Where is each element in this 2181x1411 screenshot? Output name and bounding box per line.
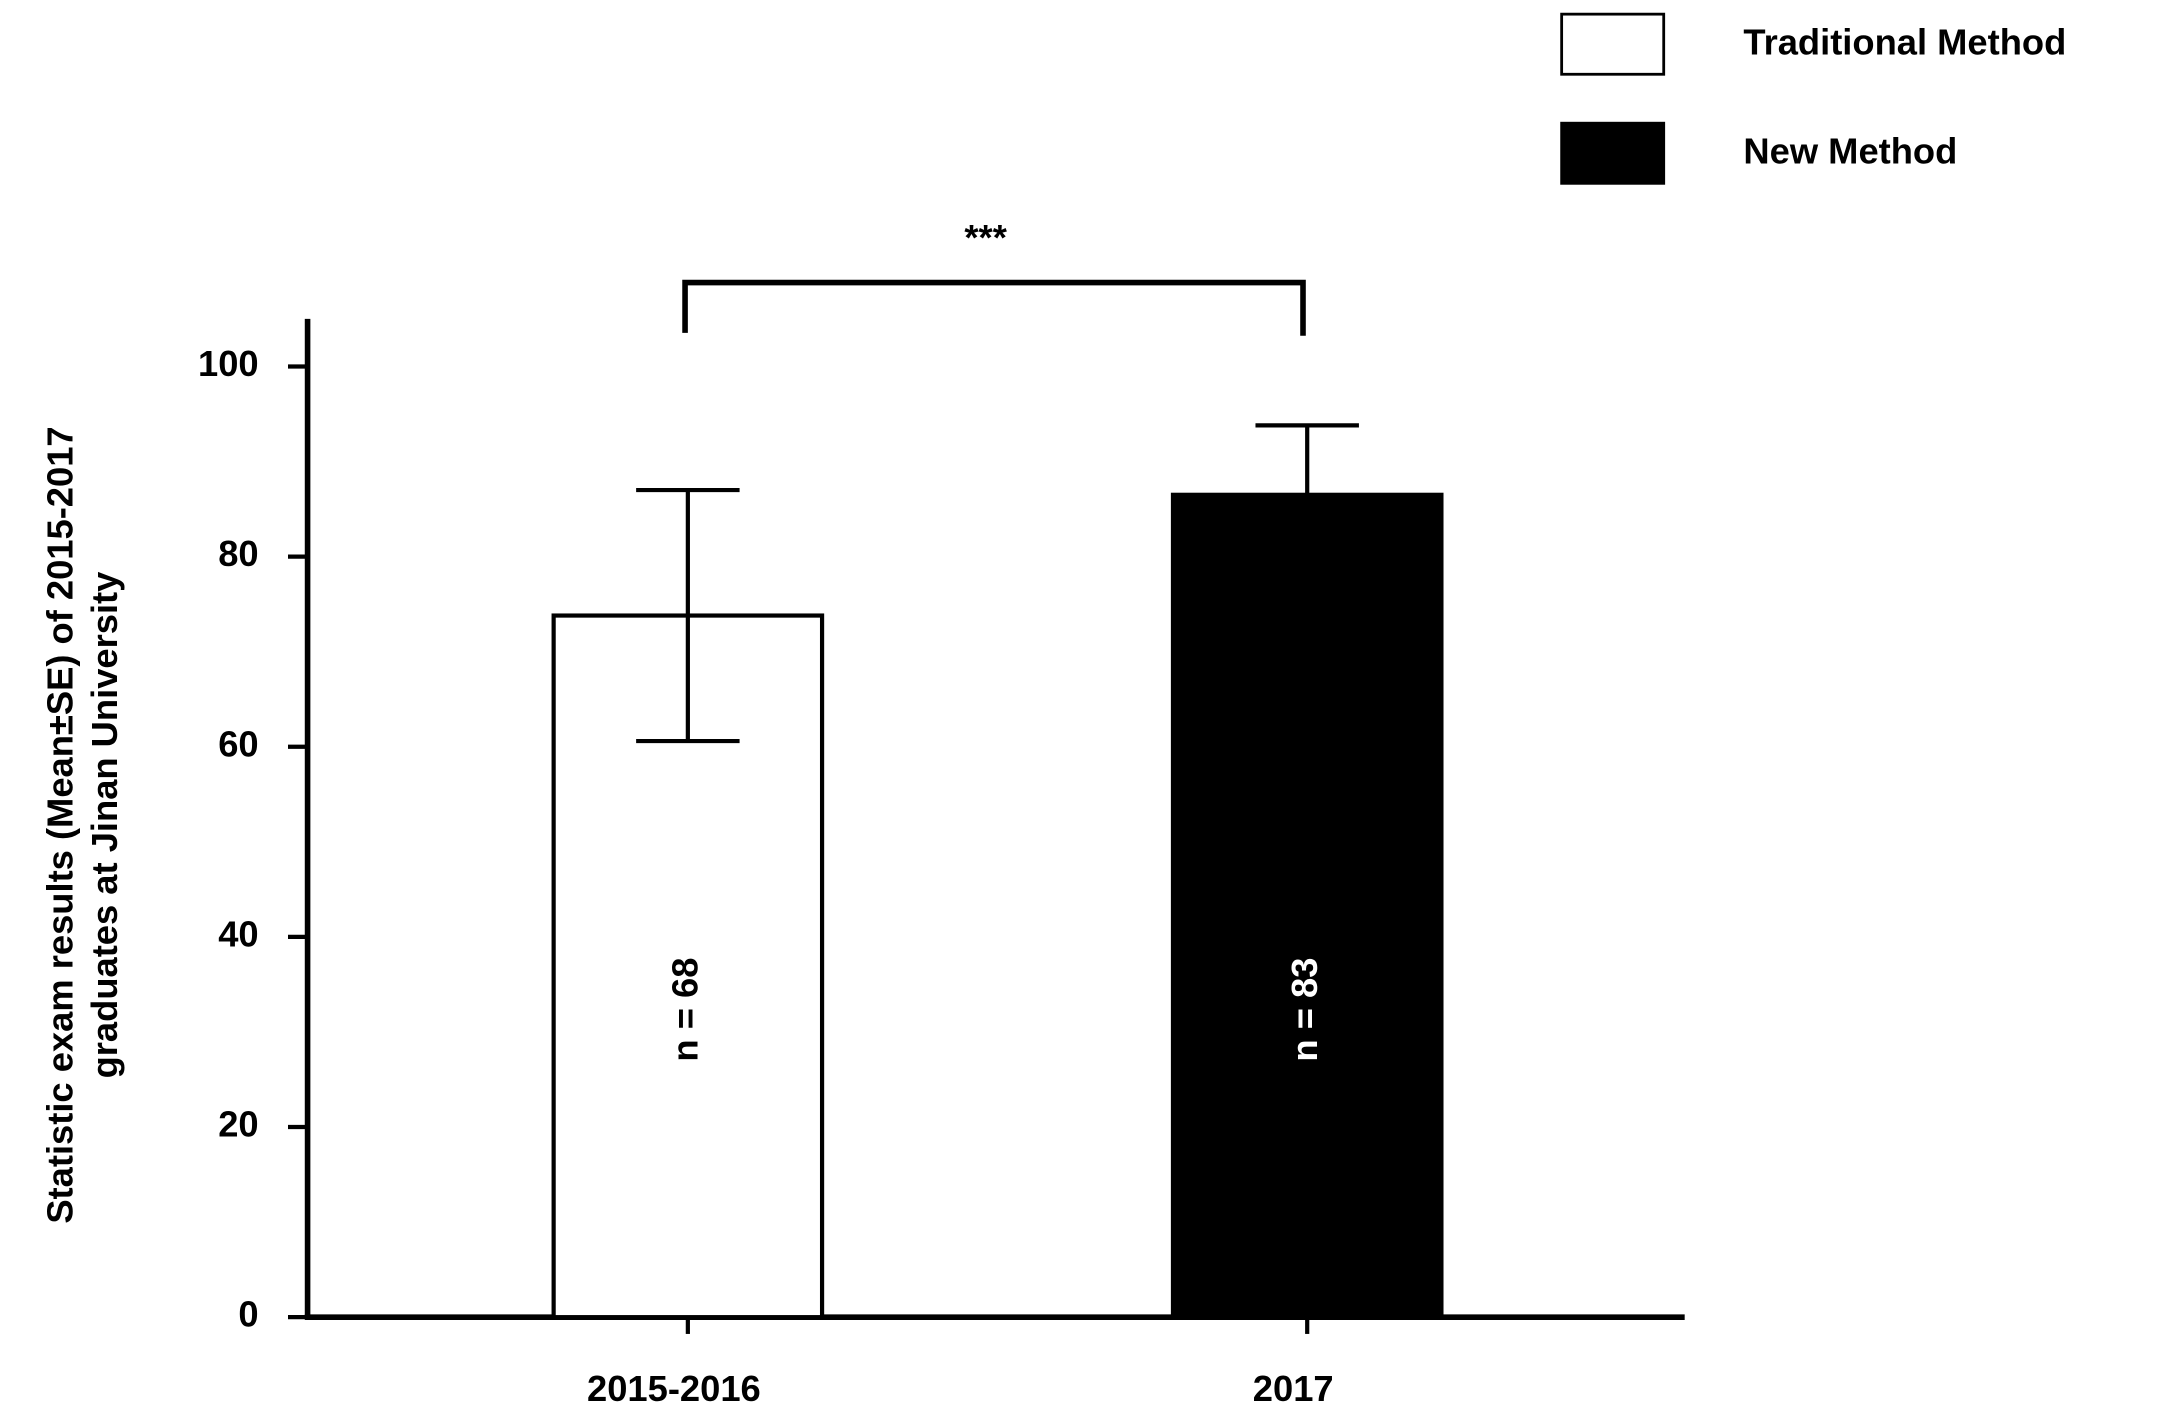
bar-label: n = 83	[1284, 958, 1325, 1062]
legend-swatch	[1560, 12, 1666, 76]
error-bar	[636, 487, 740, 744]
x-tick-label: 2017	[1253, 1368, 1334, 1409]
y-axis-label: graduates at Jinan University	[84, 571, 125, 1079]
bar-label: n = 68	[664, 958, 705, 1062]
y-tick-label: 20	[218, 1104, 258, 1145]
legend-label: New Method	[1743, 131, 1957, 172]
y-tick-label: 80	[218, 533, 258, 574]
legend-swatch	[1560, 121, 1666, 185]
significance-bracket	[682, 279, 1306, 336]
y-tick-label: 40	[218, 913, 258, 954]
significance: ***	[964, 217, 1007, 258]
y-tick-label: 60	[218, 723, 258, 764]
y-tick-label: 0	[238, 1294, 258, 1335]
y-axis-label: Statistic exam results (Mean±SE) of 2015…	[40, 426, 81, 1223]
x-tick-label: 2015-2016	[587, 1368, 761, 1409]
legend-label: Traditional Method	[1743, 22, 2066, 63]
y-tick-label: 100	[198, 343, 259, 384]
bar	[1170, 492, 1444, 1320]
error-bar	[1255, 423, 1359, 567]
